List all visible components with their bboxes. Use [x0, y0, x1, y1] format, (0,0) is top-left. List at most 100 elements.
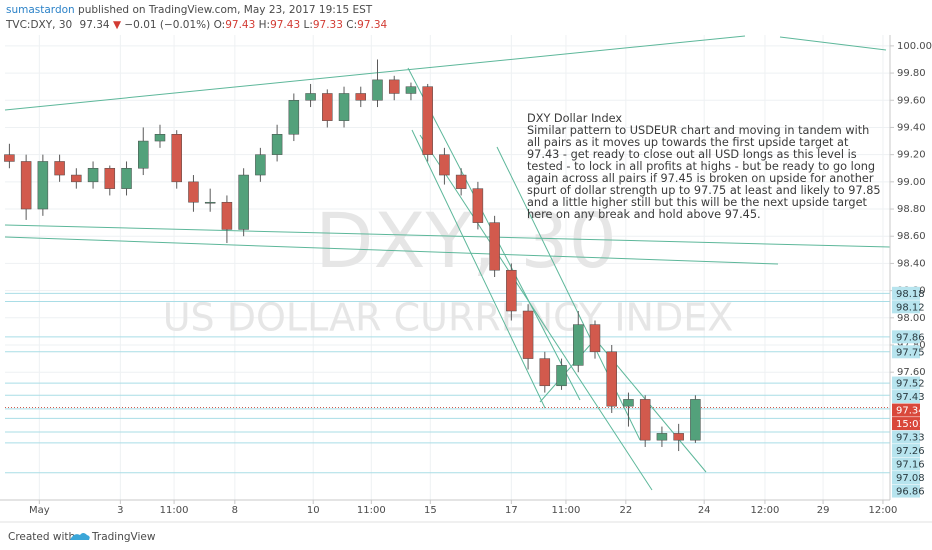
change: −0.01 (−0.01%) [124, 19, 210, 31]
annotation-line: spurt of dollar strength up to 97.75 at … [527, 184, 881, 197]
x-tick-label: 15 [424, 505, 437, 516]
trend-line [411, 129, 546, 409]
watermark: US DOLLAR CURRENCY INDEX [163, 296, 734, 340]
annotation-line: and a little higher still but this will … [527, 196, 868, 209]
trend-line [599, 344, 707, 473]
published: published on TradingView.com, May 23, 20… [78, 4, 373, 16]
logo [70, 533, 90, 540]
x-tick-label: 29 [817, 505, 830, 516]
x-tick-label: 24 [698, 505, 711, 516]
candle-body [138, 140, 149, 169]
candle-body [288, 100, 300, 135]
candle-body [372, 79, 383, 101]
candle-body [589, 324, 601, 353]
x-tick-label: 17 [505, 505, 518, 516]
candle-body [37, 161, 49, 210]
axes: 97.6097.8098.0098.2098.4098.6098.8099.00… [29, 41, 932, 516]
footer-text: Created with [8, 531, 75, 543]
level-box [892, 444, 920, 458]
candle-body [673, 433, 684, 441]
candles [4, 59, 701, 452]
footer-brand[interactable]: TradingView [91, 531, 156, 543]
level-box [892, 390, 920, 404]
y-tick-label: 98.60 [897, 231, 926, 242]
candle-body [154, 134, 166, 142]
candle-body [238, 174, 249, 230]
candle-body [489, 222, 500, 271]
grid [5, 35, 890, 500]
candle-body [338, 93, 350, 121]
candle-body [87, 167, 99, 183]
ohlc-key: O: [214, 19, 226, 31]
candle-body [305, 93, 316, 101]
level-box [892, 330, 920, 344]
ohlc-value: 97.33 [313, 19, 343, 31]
level-box [892, 430, 920, 444]
candle-body [422, 86, 433, 155]
symbol-line: TVC:DXY, 30 97.34 ▼ −0.01 (−0.01%) O:97.… [5, 19, 388, 31]
y-tick-label: 98.40 [897, 258, 926, 269]
level-box [892, 300, 920, 314]
x-tick-label: 11:00 [160, 505, 189, 516]
candle-body [623, 399, 634, 407]
level-label: 97.43 [896, 392, 925, 403]
candle-body [388, 79, 400, 94]
candle-body [556, 365, 567, 387]
x-tick-label: 12:00 [869, 505, 898, 516]
level-label: 97.52 [896, 379, 925, 390]
candle-body [472, 188, 484, 223]
level-box [892, 376, 920, 390]
level-label: 97.08 [896, 473, 925, 484]
last-price-label: 97.34 [896, 406, 925, 417]
candle-body [271, 134, 283, 155]
candle-body [104, 167, 116, 189]
level-label: 96.86 [896, 487, 925, 498]
level-box [892, 471, 920, 485]
candle-body [690, 399, 701, 441]
author[interactable]: sumastardon [6, 4, 75, 16]
level-label: 97.86 [896, 332, 925, 343]
candle-body [204, 201, 216, 204]
candle-body [4, 154, 15, 162]
ohlc-value: 97.43 [225, 19, 255, 31]
candle-body [455, 174, 467, 189]
x-tick-label: 10 [307, 505, 320, 516]
x-tick-label: 22 [619, 505, 632, 516]
y-tick-label: 98.00 [897, 313, 926, 324]
annotation-line: all pairs as it moves up towards the fir… [527, 136, 849, 149]
y-tick-label: 99.40 [897, 122, 926, 133]
y-tick-label: 99.60 [897, 95, 926, 106]
level-box [892, 484, 920, 498]
x-tick-label: 11:00 [552, 505, 581, 516]
price: 97.34 [80, 19, 110, 31]
level-label: 97.16 [896, 460, 925, 471]
annotation-line: tested - to lock in all profits at highs… [527, 160, 875, 173]
candle-body [221, 201, 233, 230]
ohlc-key: C: [346, 19, 357, 31]
annotation-line: here on any break and hold above 97.45. [527, 208, 761, 221]
x-tick-label: 11:00 [357, 505, 386, 516]
x-tick-label: 3 [117, 505, 123, 516]
candle-body [639, 399, 651, 441]
candle-body [54, 161, 65, 176]
level-label: 97.33 [896, 433, 925, 444]
candle-body [20, 161, 32, 210]
candle-body [322, 93, 333, 121]
level-label: 98.12 [896, 302, 925, 313]
candle-body [439, 154, 450, 176]
annotation-line: 97.43 - get ready to close out all USD l… [527, 148, 857, 161]
ohlc-value: 97.34 [357, 19, 387, 31]
ohlc-key: L: [303, 19, 312, 31]
trend-line [4, 224, 891, 248]
y-tick-label: 97.60 [897, 367, 926, 378]
countdown-box [892, 417, 920, 431]
level-box [892, 345, 920, 359]
candle-body [522, 310, 534, 359]
candle-body [606, 351, 617, 407]
y-tick-label: 99.80 [897, 68, 926, 79]
level-label: 97.75 [896, 347, 925, 358]
trend-line [779, 36, 887, 51]
candle-body [405, 86, 417, 94]
